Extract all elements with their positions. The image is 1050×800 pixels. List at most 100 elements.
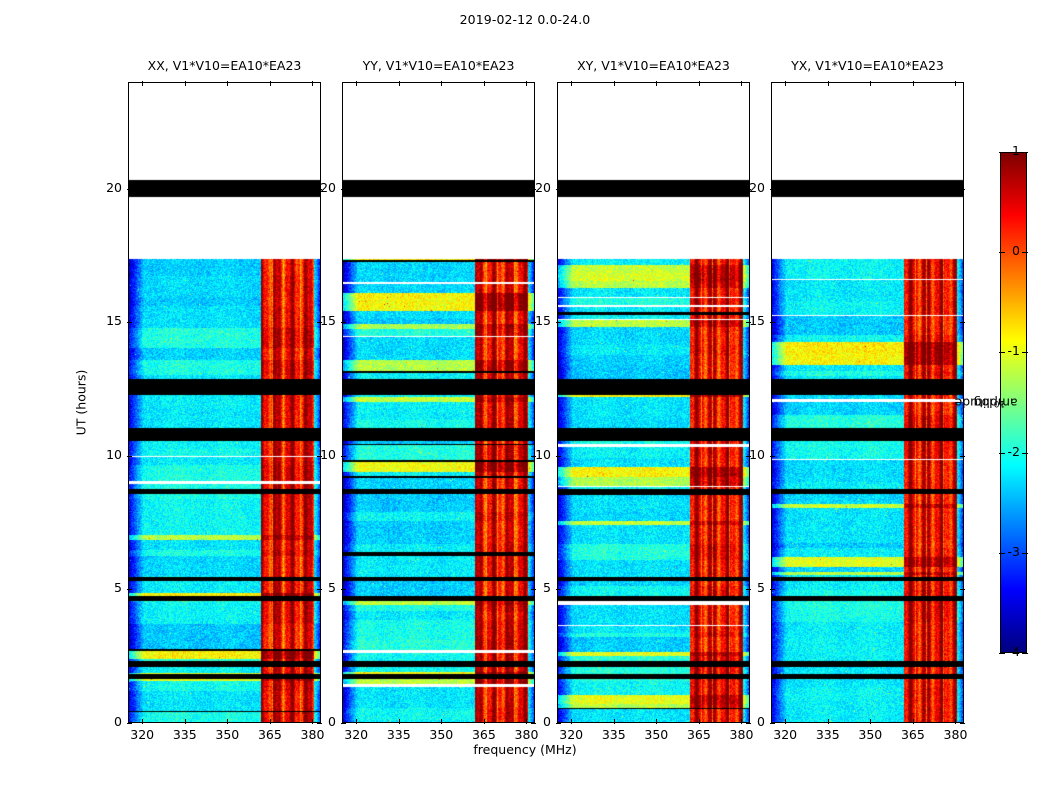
x-tick-label: 350 bbox=[858, 727, 883, 742]
x-tick-label: 380 bbox=[943, 727, 968, 742]
x-tick bbox=[441, 81, 443, 86]
waterfall-panel-xx[interactable]: XX, V1*V10=EA10*EA23 320 335 350 365 380 0 5 10 1… bbox=[106, 58, 324, 742]
colorbar-label-suffix: amplitude bbox=[954, 395, 1019, 410]
x-tick bbox=[955, 719, 957, 724]
y-tick-label: 5 bbox=[757, 580, 765, 596]
colorbar bbox=[999, 152, 1028, 654]
x-axis-label: frequency (MHz) bbox=[473, 742, 577, 757]
x-tick-label: 380 bbox=[300, 727, 325, 742]
y-tick bbox=[770, 188, 775, 190]
y-tick bbox=[127, 723, 132, 724]
waterfall-image bbox=[343, 83, 534, 722]
y-tick bbox=[556, 455, 561, 457]
y-tick-label: 15 bbox=[320, 313, 336, 329]
y-tick bbox=[960, 723, 965, 724]
colorbar-tick-label: -2 bbox=[1007, 443, 1020, 459]
x-tick bbox=[827, 719, 829, 724]
colorbar-tick-label: -1 bbox=[1007, 343, 1020, 359]
y-tick bbox=[556, 322, 561, 324]
y-tick-label: 20 bbox=[106, 179, 122, 195]
x-tick bbox=[398, 81, 400, 86]
x-tick-label: 320 bbox=[559, 727, 584, 742]
colorbar-tick bbox=[1022, 452, 1028, 454]
y-tick bbox=[341, 589, 346, 591]
waterfall-panel-yy[interactable]: YY, V1*V10=EA10*EA23 320 335 350 365 380 0 5 10 1… bbox=[320, 58, 538, 742]
x-tick bbox=[526, 81, 528, 86]
colorbar-tick bbox=[999, 252, 1005, 254]
x-tick bbox=[312, 719, 314, 724]
x-tick bbox=[912, 81, 914, 86]
x-tick bbox=[656, 81, 658, 86]
colorbar-tick bbox=[1022, 653, 1028, 654]
x-tick bbox=[312, 81, 314, 86]
x-tick bbox=[870, 81, 872, 86]
y-tick-label: 5 bbox=[543, 580, 551, 596]
y-tick-label: 20 bbox=[749, 179, 765, 195]
y-tick bbox=[770, 723, 775, 724]
x-tick bbox=[269, 81, 271, 86]
colorbar-label: log 10 amplitude bbox=[955, 152, 1018, 653]
y-tick bbox=[556, 723, 561, 724]
y-tick bbox=[746, 723, 751, 724]
x-tick bbox=[571, 81, 573, 86]
x-tick-label: 365 bbox=[900, 727, 925, 742]
y-tick bbox=[531, 455, 536, 457]
y-tick bbox=[531, 322, 536, 324]
y-tick-label: 15 bbox=[535, 313, 551, 329]
x-tick-label: 335 bbox=[172, 727, 197, 742]
x-tick-label: 365 bbox=[257, 727, 282, 742]
figure-suptitle: 2019-02-12 0.0-24.0 bbox=[459, 12, 591, 27]
x-tick-label: 320 bbox=[130, 727, 155, 742]
y-tick-label: 5 bbox=[114, 580, 122, 596]
y-tick bbox=[317, 455, 322, 457]
x-tick bbox=[785, 81, 787, 86]
x-tick bbox=[483, 81, 485, 86]
y-tick bbox=[341, 723, 346, 724]
x-tick-label: 380 bbox=[729, 727, 754, 742]
x-tick-label: 350 bbox=[215, 727, 240, 742]
panel-title: XY, V1*V10=EA10*EA23 bbox=[577, 58, 730, 73]
y-tick bbox=[960, 322, 965, 324]
colorbar-gradient bbox=[1001, 153, 1026, 652]
y-tick-label: 15 bbox=[749, 313, 765, 329]
waterfall-panel-xy[interactable]: XY, V1*V10=EA10*EA23 320 335 350 365 380 0 5 10 1… bbox=[535, 58, 753, 742]
x-tick bbox=[955, 81, 957, 86]
panel-title: YY, V1*V10=EA10*EA23 bbox=[362, 58, 515, 73]
x-tick-label: 380 bbox=[514, 727, 539, 742]
x-tick bbox=[526, 719, 528, 724]
y-tick bbox=[317, 322, 322, 324]
colorbar-tick bbox=[1022, 152, 1028, 153]
colorbar-tick bbox=[999, 352, 1005, 354]
colorbar-tick bbox=[1022, 552, 1028, 554]
x-tick bbox=[227, 719, 229, 724]
y-tick-label: 20 bbox=[320, 179, 336, 195]
colorbar-tick-label: 1 bbox=[1012, 143, 1020, 158]
y-tick bbox=[317, 589, 322, 591]
colorbar-tick bbox=[999, 452, 1005, 454]
x-tick-label: 335 bbox=[386, 727, 411, 742]
panel-title: XX, V1*V10=EA10*EA23 bbox=[147, 58, 302, 73]
panel-frame bbox=[771, 82, 964, 723]
x-tick bbox=[827, 81, 829, 86]
y-tick bbox=[960, 188, 965, 190]
y-tick bbox=[317, 723, 322, 724]
y-tick-label: 15 bbox=[106, 313, 122, 329]
x-tick bbox=[441, 719, 443, 724]
y-tick-label: 0 bbox=[114, 714, 122, 729]
y-tick bbox=[127, 455, 132, 457]
y-tick bbox=[746, 589, 751, 591]
y-tick bbox=[127, 589, 132, 591]
y-axis-label: UT (hours) bbox=[72, 82, 90, 723]
x-tick bbox=[870, 719, 872, 724]
x-tick bbox=[613, 719, 615, 724]
x-tick bbox=[741, 719, 743, 724]
y-tick-label: 10 bbox=[535, 446, 551, 462]
x-tick bbox=[483, 719, 485, 724]
waterfall-panel-yx[interactable]: YX, V1*V10=EA10*EA23 320 335 350 365 380 0 5 10 1… bbox=[749, 58, 967, 742]
x-tick-label: 365 bbox=[471, 727, 496, 742]
x-tick-label: 335 bbox=[815, 727, 840, 742]
y-tick bbox=[317, 188, 322, 190]
y-tick bbox=[341, 455, 346, 457]
colorbar-tick bbox=[999, 653, 1005, 654]
colorbar-tick-label: 0 bbox=[1012, 243, 1020, 259]
